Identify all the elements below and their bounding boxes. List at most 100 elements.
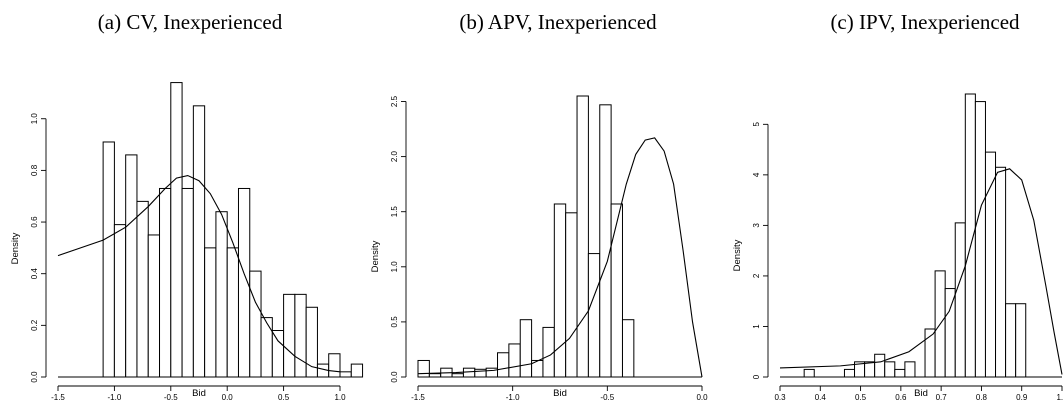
histogram-bar: [339, 371, 352, 378]
x-tick-label: 0.6: [895, 393, 907, 400]
x-tick-label: -0.5: [164, 393, 178, 400]
y-axis-ipv: 0 1 2 3 4 5: [752, 122, 769, 379]
histogram-bar: [215, 211, 228, 378]
y-tick-label: 0.0: [390, 371, 399, 383]
x-axis-label-cv: Bid: [192, 388, 206, 399]
y-tick-label: 0.5: [390, 316, 399, 328]
histogram-bar: [1015, 303, 1027, 378]
histogram-bar: [497, 352, 510, 378]
y-tick-label: 2.5: [390, 95, 399, 107]
y-tick-label: 1: [752, 324, 761, 329]
density-curve-cv: [57, 174, 341, 373]
y-tick-label: 1.5: [390, 206, 399, 218]
x-tick-label: -1.0: [506, 393, 520, 400]
y-tick-label: 0.6: [30, 216, 39, 228]
y-axis-label-cv: Density: [10, 232, 21, 264]
histogram-bar: [843, 368, 856, 378]
histogram-bar: [125, 154, 138, 378]
histogram-bar: [553, 203, 567, 378]
histogram-bar: [894, 368, 906, 378]
x-tick-label: -0.5: [600, 393, 614, 400]
y-tick-label: 5: [752, 122, 761, 127]
x-tick-label: 1.0: [334, 393, 346, 400]
y-axis-apv: 0.0 0.5 1.0 1.5 2.0 2.5: [390, 95, 407, 383]
histogram-bar: [565, 212, 578, 378]
panel-apv: (b) APV, Inexperienced -1.5 -1.0 -0.5 0.0 0…: [370, 10, 708, 400]
x-tick-label: 0.7: [936, 393, 948, 400]
histogram-bar: [147, 234, 161, 378]
y-tick-label: 2.0: [390, 150, 399, 162]
histogram-bar: [170, 82, 183, 378]
y-tick-label: 0: [752, 374, 761, 379]
y-tick-label: 0.0: [30, 371, 39, 383]
histogram-bar: [192, 105, 206, 378]
y-tick-label: 1.0: [30, 113, 39, 125]
histogram-bars-apv: [417, 95, 702, 378]
x-tick-label: -1.5: [51, 393, 65, 400]
histogram-bar: [944, 288, 956, 378]
density-curve-ipv: [779, 168, 1063, 375]
x-tick-label: 0.5: [278, 393, 290, 400]
histogram-bar: [803, 368, 815, 378]
y-axis-label-ipv: Density: [732, 239, 743, 271]
panel-ipv: (c) IPV, Inexperienced 0.3 0.4 0.5 0.6 0.7 0.…: [732, 10, 1063, 400]
x-axis-apv: -1.5 -1.0 -0.5 0.0: [411, 385, 708, 400]
histogram-bar: [621, 319, 635, 378]
histogram-bar: [1005, 303, 1017, 378]
histogram-bar: [113, 224, 127, 378]
x-axis-label-ipv: Bid: [914, 388, 928, 399]
histogram-bar: [974, 101, 986, 378]
histogram-bars-cv: [58, 82, 364, 378]
y-tick-label: 0.8: [30, 164, 39, 176]
histogram-bar: [610, 203, 623, 378]
histogram-bar: [249, 270, 262, 378]
y-axis-cv: 0.0 0.2 0.4 0.6 0.8 1.0: [30, 113, 47, 383]
panel-title-apv: (b) APV, Inexperienced: [459, 10, 657, 34]
histogram-bar: [294, 293, 307, 378]
x-tick-label: 0.3: [774, 393, 786, 400]
y-axis-label-apv: Density: [370, 240, 381, 272]
x-tick-label: -1.5: [411, 393, 425, 400]
histogram-bar: [136, 200, 149, 378]
density-curve-apv: [417, 137, 703, 378]
histogram-bar: [271, 330, 285, 378]
panel-title-cv: (a) CV, Inexperienced: [98, 10, 283, 34]
histogram-bar: [884, 361, 896, 378]
histogram-bar: [428, 373, 442, 378]
y-tick-label: 0.4: [30, 268, 39, 280]
histogram-bar: [587, 253, 601, 378]
y-tick-label: 3: [752, 223, 761, 228]
histogram-bar: [102, 141, 115, 378]
histogram-bar: [864, 361, 876, 378]
x-tick-label: 0.5: [855, 393, 867, 400]
histogram-bar: [519, 319, 533, 378]
histogram-bar: [904, 361, 916, 378]
histogram-bar: [417, 359, 430, 378]
x-axis-ipv: 0.3 0.4 0.5 0.6 0.7 0.8 0.9 1.0: [774, 385, 1063, 400]
histogram-bar: [599, 104, 612, 378]
y-tick-label: 4: [752, 172, 761, 177]
histogram-bar: [204, 247, 217, 378]
panel-cv: (a) CV, Inexperienced -1.5 -1.0 -0.5 0.0 0.5…: [10, 10, 364, 400]
x-tick-label: -1.0: [108, 393, 122, 400]
y-tick-label: 1.0: [390, 261, 399, 273]
y-tick-label: 2: [752, 273, 761, 278]
x-tick-label: 0.0: [696, 393, 708, 400]
histogram-bar: [159, 187, 172, 378]
histogram-bar: [181, 187, 194, 378]
histogram-bar: [451, 373, 464, 378]
x-tick-label: 1.0: [1056, 393, 1063, 400]
histogram-bar: [226, 247, 239, 378]
x-tick-label: 0.9: [1016, 393, 1028, 400]
histogram-bar: [874, 353, 886, 378]
histogram-bar: [542, 326, 555, 378]
y-tick-label: 0.2: [30, 319, 39, 331]
x-tick-label: 0.4: [815, 393, 827, 400]
histogram-bar: [954, 222, 966, 378]
histogram-bar: [576, 95, 589, 378]
x-tick-label: 0.0: [222, 393, 234, 400]
histogram-bar: [508, 343, 521, 378]
histogram-bars-ipv: [780, 93, 1062, 378]
panel-title-ipv: (c) IPV, Inexperienced: [830, 10, 1020, 34]
